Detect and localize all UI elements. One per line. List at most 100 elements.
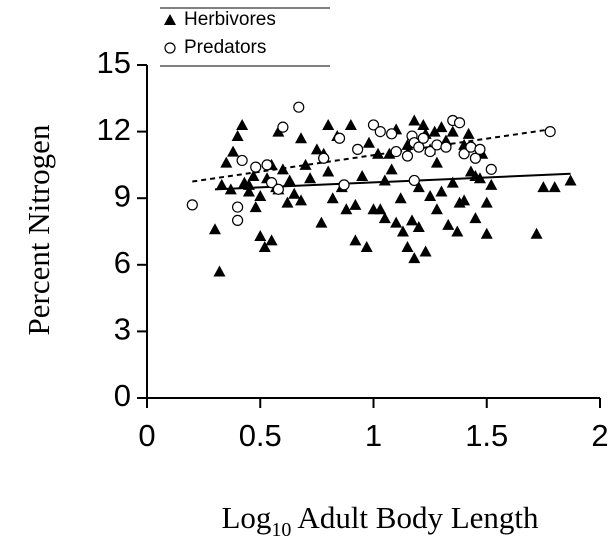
- point: [310, 143, 323, 155]
- point: [213, 265, 226, 277]
- point: [338, 179, 350, 191]
- point: [385, 163, 398, 175]
- point: [322, 118, 335, 130]
- point: [261, 159, 273, 171]
- point: [349, 234, 362, 246]
- point: [446, 125, 459, 137]
- point: [352, 143, 364, 155]
- point: [224, 183, 237, 195]
- point: [360, 241, 373, 253]
- point: [265, 234, 278, 246]
- point: [247, 170, 260, 181]
- point: [220, 156, 233, 168]
- point: [419, 245, 432, 257]
- point: [401, 138, 414, 150]
- trend-line: [192, 128, 551, 183]
- point: [254, 189, 267, 201]
- point: [232, 201, 244, 213]
- point: [408, 252, 421, 264]
- point: [408, 114, 421, 126]
- point: [344, 118, 357, 130]
- legend-marker: [164, 42, 176, 54]
- point: [295, 132, 308, 144]
- point: [254, 229, 267, 241]
- point: [232, 214, 244, 226]
- point: [469, 152, 482, 164]
- point: [258, 241, 271, 253]
- point: [453, 117, 466, 129]
- point: [186, 199, 198, 211]
- point: [250, 161, 262, 173]
- point: [208, 223, 221, 235]
- point: [435, 185, 448, 197]
- point: [362, 136, 375, 148]
- point: [318, 152, 330, 164]
- point: [485, 178, 498, 190]
- y-tick-label: 6: [114, 245, 131, 280]
- point: [408, 174, 420, 187]
- x-tick-label: 1.5: [465, 418, 508, 453]
- point: [227, 145, 240, 157]
- point: [424, 189, 437, 201]
- point: [295, 194, 308, 206]
- point: [272, 183, 284, 195]
- point: [378, 212, 391, 224]
- point: [293, 101, 305, 113]
- point: [265, 177, 278, 189]
- point: [401, 241, 414, 253]
- point: [446, 176, 459, 188]
- point: [412, 181, 425, 193]
- point: [417, 132, 429, 144]
- y-tick-label: 12: [97, 112, 131, 147]
- point: [242, 185, 255, 197]
- point: [249, 201, 262, 213]
- x-tick-label: 0: [138, 418, 155, 453]
- point: [401, 150, 414, 162]
- point: [242, 178, 255, 190]
- point: [413, 141, 425, 153]
- y-axis-label: Percent Nitrogen: [21, 124, 56, 335]
- point: [430, 203, 443, 215]
- point: [299, 158, 312, 170]
- point: [272, 125, 285, 137]
- point: [451, 225, 464, 237]
- point: [442, 218, 455, 230]
- point: [333, 132, 346, 144]
- point: [277, 121, 289, 133]
- point: [424, 145, 436, 158]
- point: [430, 156, 443, 168]
- point: [462, 127, 475, 139]
- point: [548, 181, 561, 193]
- point: [435, 121, 448, 133]
- point: [440, 141, 452, 153]
- point: [281, 196, 294, 208]
- y-tick-label: 15: [97, 45, 131, 80]
- point: [386, 128, 398, 140]
- point: [236, 118, 249, 130]
- point: [374, 126, 386, 138]
- point: [236, 154, 248, 167]
- point: [480, 196, 493, 208]
- point: [458, 194, 471, 206]
- y-tick-label: 9: [114, 178, 131, 213]
- point: [428, 125, 441, 137]
- point: [394, 192, 407, 204]
- point: [304, 172, 317, 184]
- y-tick-label: 0: [114, 378, 131, 413]
- point: [349, 198, 362, 210]
- point: [544, 126, 556, 138]
- point: [564, 174, 577, 186]
- point: [374, 203, 387, 215]
- point: [458, 148, 470, 160]
- point: [356, 170, 369, 181]
- point: [465, 141, 477, 153]
- x-tick-label: 0.5: [239, 418, 282, 453]
- point: [431, 139, 443, 151]
- legend-label: Herbivores: [184, 9, 276, 30]
- point: [367, 119, 380, 131]
- point: [469, 212, 482, 224]
- x-axis-label: Log10 Adult Body Length: [221, 500, 539, 541]
- point: [390, 216, 403, 228]
- point: [480, 227, 493, 239]
